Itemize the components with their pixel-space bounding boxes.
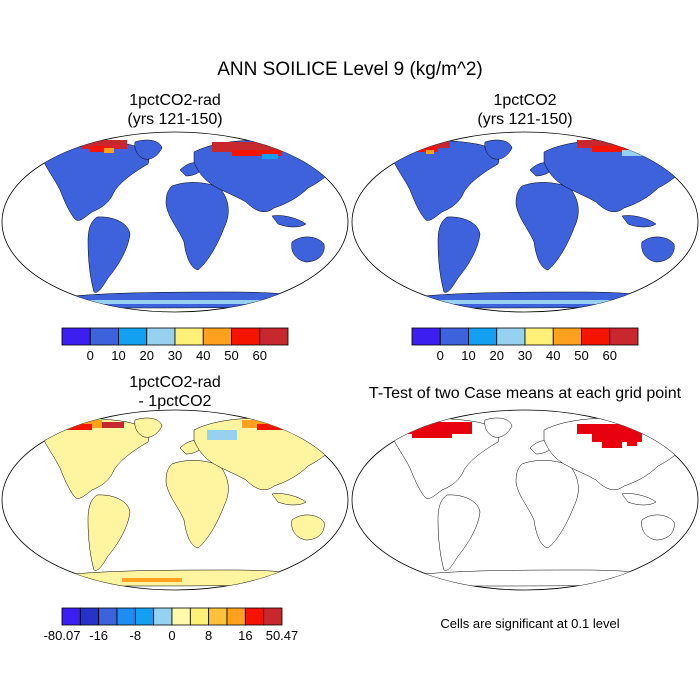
map-top-left: [1, 131, 349, 313]
panel-title-line2: (yrs 121-150): [477, 111, 573, 128]
colorbar-tick-label: 20: [139, 348, 154, 363]
colorbar-swatch: [189, 607, 210, 626]
panel-title-line1: 1pctCO2-rad: [129, 374, 221, 391]
colorbar-swatch: [411, 327, 441, 346]
colorbar-tick-label: -80.07: [43, 628, 81, 643]
colorbar-tick-label: 0: [168, 628, 176, 643]
colorbar-swatch: [259, 327, 289, 346]
colorbar-tick-label: 50: [224, 348, 239, 363]
colorbar-swatch: [153, 607, 173, 626]
colorbar-tick-label: 40: [546, 348, 561, 363]
panel-title-line2: (yrs 121-150): [127, 111, 223, 128]
colorbar-swatch: [61, 327, 91, 346]
colorbar-swatch: [98, 607, 118, 626]
colorbar-swatch: [89, 327, 119, 346]
colorbar-tick-label: 0: [436, 348, 444, 363]
colorbar-swatch: [439, 327, 469, 346]
colorbar-swatch: [263, 607, 283, 626]
colorbar-tick-label: 50: [574, 348, 589, 363]
colorbar-tick-label: 10: [461, 348, 476, 363]
map-bottom-right: [351, 409, 699, 591]
colorbar-tick-label: 60: [252, 348, 267, 363]
panel-title-bottom-right: T-Test of two Case means at each grid po…: [350, 384, 700, 403]
colorbar-tick-label: 8: [205, 628, 213, 643]
colorbar-swatch: [609, 327, 639, 346]
colorbar-swatch: [581, 327, 611, 346]
colorbar-tick-label: 16: [238, 628, 253, 643]
panel-title-line1: 1pctCO2-rad: [129, 92, 221, 109]
colorbar-swatch: [468, 327, 498, 346]
map-top-right: [351, 131, 699, 313]
colorbar-tick-label: 20: [489, 348, 504, 363]
colorbar-tick-label: -8: [129, 628, 142, 643]
colorbar-swatch: [61, 607, 81, 626]
colorbar-swatch: [202, 327, 232, 346]
colorbar-tick-label: 0: [86, 348, 94, 363]
colorbar-tick-label: 40: [196, 348, 211, 363]
figure-title: ANN SOILICE Level 9 (kg/m^2): [217, 59, 483, 80]
colorbar-swatch: [118, 327, 148, 346]
colorbar-tick-label: 60: [602, 348, 617, 363]
colorbar-tick-label: 10: [111, 348, 126, 363]
colorbar-top-left: [61, 327, 289, 346]
colorbar-top-right: [411, 327, 639, 346]
panel-title-line1: 1pctCO2: [493, 92, 557, 109]
panel-title-top-left: 1pctCO2-rad (yrs 121-150): [75, 91, 275, 129]
colorbar-swatch: [134, 607, 155, 626]
panel-title-line1: T-Test of two Case means at each grid po…: [368, 385, 682, 402]
colorbar-swatch: [116, 607, 136, 626]
colorbar-swatch: [171, 607, 191, 626]
colorbar-swatch: [79, 607, 100, 626]
high-value-cells: [62, 140, 297, 304]
colorbar-bottom-left: [61, 607, 283, 626]
colorbar-tick-label: 30: [167, 348, 183, 363]
colorbar-swatch: [174, 327, 204, 346]
colorbar-swatch: [226, 607, 246, 626]
panel-title-bottom-left: 1pctCO2-rad - 1pctCO2: [75, 373, 275, 411]
colorbar-swatch: [552, 327, 582, 346]
colorbar-tick-label: 30: [517, 348, 533, 363]
colorbar-swatch: [146, 327, 176, 346]
colorbar-swatch: [208, 607, 228, 626]
colorbar-tick-label: 50.47: [265, 628, 299, 643]
colorbar-swatch: [524, 327, 554, 346]
colorbar-tick-label: -16: [89, 628, 109, 643]
colorbar-swatch: [496, 327, 526, 346]
significance-note: Cells are significant at 0.1 level: [440, 616, 620, 631]
panel-title-top-right: 1pctCO2 (yrs 121-150): [425, 91, 625, 129]
map-bottom-left: [1, 409, 349, 591]
colorbar-swatch: [244, 607, 265, 626]
panel-title-line2: - 1pctCO2: [138, 393, 212, 410]
colorbar-swatch: [231, 327, 261, 346]
